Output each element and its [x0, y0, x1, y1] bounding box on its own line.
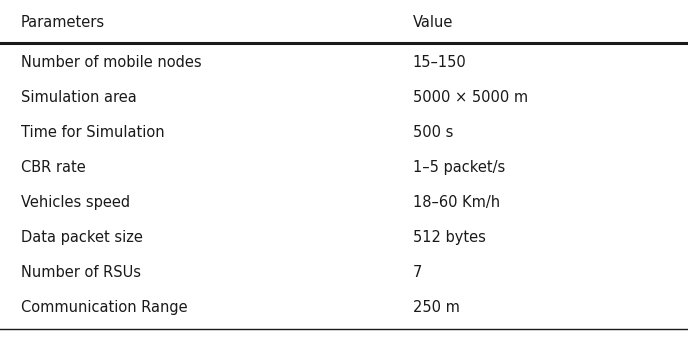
Text: Communication Range: Communication Range: [21, 300, 187, 315]
Text: Data packet size: Data packet size: [21, 230, 142, 245]
Text: 512 bytes: 512 bytes: [413, 230, 486, 245]
Text: Parameters: Parameters: [21, 15, 105, 30]
Text: 5000 × 5000 m: 5000 × 5000 m: [413, 90, 528, 105]
Text: Value: Value: [413, 15, 453, 30]
Text: Time for Simulation: Time for Simulation: [21, 125, 164, 140]
Text: 500 s: 500 s: [413, 125, 453, 140]
Text: Number of RSUs: Number of RSUs: [21, 265, 140, 280]
Text: CBR rate: CBR rate: [21, 160, 85, 175]
Text: Simulation area: Simulation area: [21, 90, 136, 105]
Text: 1–5 packet/s: 1–5 packet/s: [413, 160, 505, 175]
Text: 7: 7: [413, 265, 422, 280]
Text: Number of mobile nodes: Number of mobile nodes: [21, 55, 202, 70]
Text: 18–60 Km/h: 18–60 Km/h: [413, 195, 500, 210]
Text: Vehicles speed: Vehicles speed: [21, 195, 130, 210]
Text: 15–150: 15–150: [413, 55, 466, 70]
Text: 250 m: 250 m: [413, 300, 460, 315]
